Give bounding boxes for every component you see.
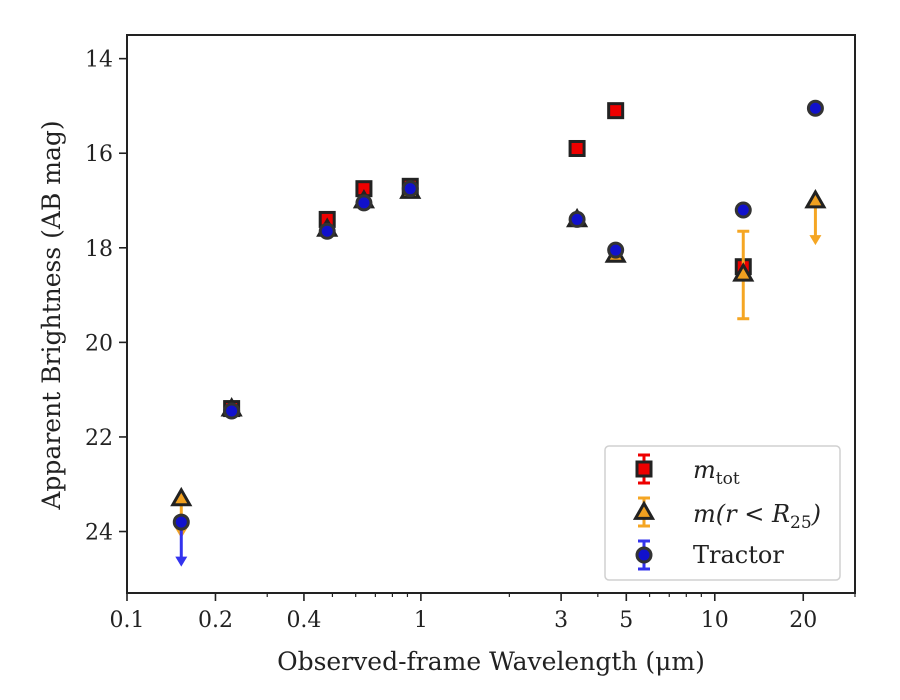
legend-swatches: [632, 453, 656, 571]
y-tick-label: 24: [85, 521, 113, 546]
upper-limit-arrowhead: [175, 556, 188, 567]
series-mtot: [223, 102, 752, 418]
x-axis-label: Observed-frame Wavelength (μm): [277, 647, 705, 676]
y-tick-label: 14: [85, 48, 113, 73]
x-tick-label: 1: [414, 608, 428, 633]
legend-swatch-tractor: [635, 539, 653, 571]
x-tick-label: 0.4: [286, 608, 321, 633]
legend-label-tractor: Tractor: [693, 541, 784, 569]
data-point-tractor: [607, 241, 625, 259]
y-tick-label: 18: [85, 237, 113, 262]
upper-limit-arrowhead: [809, 235, 822, 246]
x-tick-label: 0.2: [198, 608, 233, 633]
y-tick-label: 20: [85, 331, 113, 356]
x-tick-label: 5: [619, 608, 633, 633]
data-point-tractor: [401, 180, 419, 198]
data-point-tractor: [355, 194, 373, 212]
data-point-tractor: [318, 222, 336, 240]
data-point-mtot: [568, 139, 586, 157]
y-axis-label: Apparent Brightness (AB mag): [37, 120, 66, 510]
legend-marker-mtot: [635, 460, 653, 478]
series-tractor: [172, 99, 824, 567]
legend-mtot-sub: tot: [716, 469, 740, 489]
legend-swatch-mtot: [635, 453, 653, 485]
legend-box: [604, 445, 841, 581]
data-point-mr25: [732, 262, 755, 282]
data-point-tractor: [172, 513, 190, 531]
plot-frame: [126, 34, 856, 594]
x-tick-label: 0.1: [110, 608, 145, 633]
x-tick-label: 10: [701, 608, 729, 633]
legend: mtot m(r < R25) Tractor: [604, 445, 841, 581]
data-point-tractor: [568, 210, 586, 228]
x-tick-label: 3: [554, 608, 568, 633]
legend-mr25-pre: m(r < R: [693, 500, 790, 528]
x-axis-ticks: 0.1 0.2 0.4 1 3 5 10 20: [110, 593, 856, 633]
legend-mtot-base: m: [693, 456, 716, 484]
data-point-mtot: [607, 102, 625, 120]
legend-swatch-mr25: [632, 496, 656, 528]
data-point-tractor: [734, 201, 752, 219]
y-axis-ticks: 14 16 18 20 22 24: [85, 48, 127, 546]
legend-mr25-sub: 25: [790, 513, 812, 533]
legend-label-mr25: m(r < R25): [693, 500, 821, 533]
legend-label-mtot: mtot: [693, 456, 740, 489]
y-tick-label: 22: [85, 426, 113, 451]
y-tick-label: 16: [85, 142, 113, 167]
legend-marker-tractor: [635, 546, 653, 564]
legend-marker-mr25: [632, 500, 656, 520]
legend-mr25-post: ): [811, 500, 821, 528]
data-point-mr25: [804, 188, 827, 209]
x-tick-label: 20: [789, 608, 817, 633]
data-point-tractor: [223, 402, 241, 420]
plot-area: [170, 99, 827, 567]
data-point-mr25: [170, 486, 193, 507]
data-point-tractor: [806, 99, 824, 117]
